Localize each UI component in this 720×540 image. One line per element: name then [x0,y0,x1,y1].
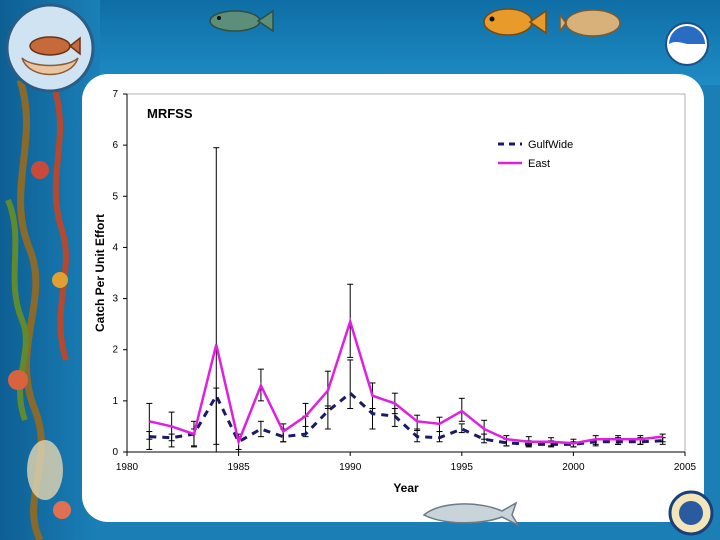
y-tick-label: 4 [112,242,118,253]
x-tick-label: 1980 [116,462,139,473]
x-axis-label: Year [393,481,419,495]
legend-label-gulfwide: GulfWide [528,139,573,151]
y-tick-label: 0 [112,447,118,458]
orange-fish-icon [483,8,547,36]
noaa-logo-icon [665,22,709,66]
hands-fish-logo-icon [5,3,95,93]
y-tick-label: 2 [112,345,118,356]
flounder-fish-icon [560,9,621,37]
content-panel [82,74,704,522]
series-line-east [149,317,663,446]
dolphin-icon [422,501,520,527]
green-fish-icon [209,9,274,33]
y-tick-label: 6 [112,140,118,151]
x-tick-label: 1995 [451,462,474,473]
y-tick-label: 5 [112,191,118,202]
series-east [146,147,666,453]
legend: GulfWide East [498,139,573,170]
y-tick-label: 3 [112,294,118,305]
x-tick-label: 1990 [339,462,362,473]
x-tick-label: 1985 [227,462,250,473]
x-tick-label: 2000 [562,462,585,473]
plot-area [126,93,686,453]
y-tick-label: 1 [112,396,118,407]
x-tick-label: 2005 [674,462,697,473]
y-tick-label: 7 [112,89,118,100]
y-axis-label: Catch Per Unit Effort [93,214,107,332]
series-gulfwide [146,359,666,450]
series-line-gulfwide [149,391,663,446]
chart-title: MRFSS [147,106,193,121]
seaweed-border-icon [5,80,71,540]
commerce-seal-icon [668,490,714,536]
legend-label-east: East [528,158,550,170]
